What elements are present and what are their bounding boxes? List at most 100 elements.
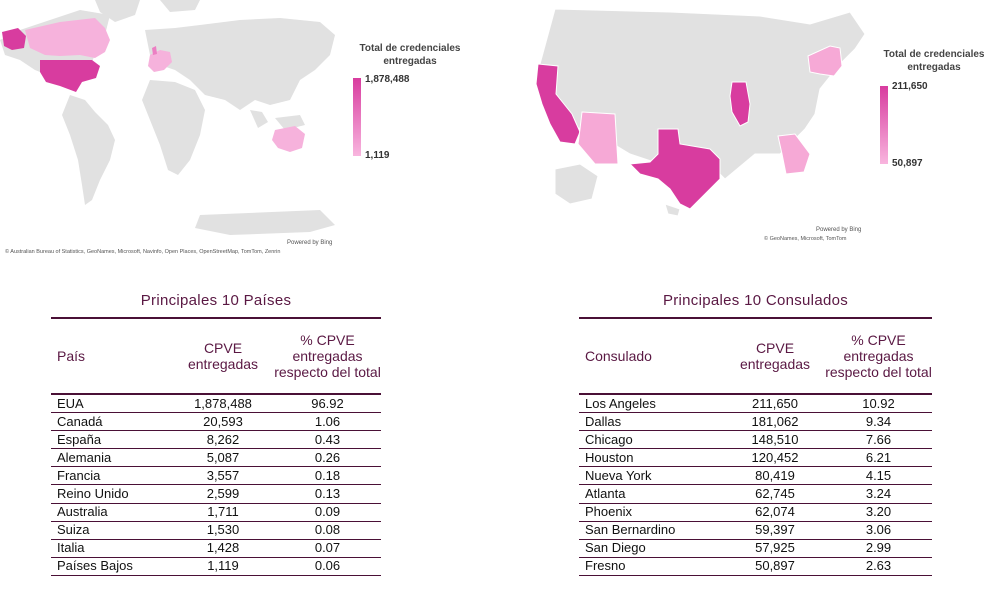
world-map (0, 0, 335, 235)
countries-cell-pct: 96.92 (274, 394, 381, 414)
countries-table-block: Principales 10 Países País CPVE entregad… (51, 292, 381, 576)
consulates-cell-cpve: 59,397 (725, 521, 825, 540)
countries-cell-name: Reino Unido (51, 484, 172, 504)
world-credits: © Australian Bureau of Statistics, GeoNa… (5, 249, 281, 255)
world-legend: Total de credenciales entregadas 1,878,4… (340, 42, 480, 161)
us-powered-by: Powered by Bing (816, 227, 862, 233)
consulates-table-title: Principales 10 Consulados (662, 292, 849, 309)
consulates-cell-name: Los Angeles (579, 394, 725, 414)
countries-cell-cpve: 1,428 (172, 539, 274, 558)
us-legend-bar (880, 86, 888, 164)
countries-row: Francia 3,557 0.18 (51, 466, 381, 486)
world-legend-min: 1,119 (365, 150, 390, 161)
region-alaska (2, 28, 26, 50)
countries-cell-name: Francia (51, 466, 172, 486)
region-canada (25, 18, 110, 58)
consulates-cell-name: Fresno (579, 557, 725, 576)
countries-cell-pct: 0.18 (274, 466, 381, 486)
countries-row: Italia 1,428 0.07 (51, 539, 381, 558)
countries-table-body: EUA 1,878,488 96.92 Canadá 20,593 1.06 España 8… (51, 394, 381, 576)
consulates-row: Fresno 50,897 2.63 (579, 557, 932, 576)
countries-row: Australia 1,711 0.09 (51, 503, 381, 522)
consulates-cell-cpve: 57,925 (725, 539, 825, 558)
countries-cell-cpve: 2,599 (172, 484, 274, 504)
countries-row: Reino Unido 2,599 0.13 (51, 484, 381, 504)
consulates-cell-pct: 3.06 (825, 521, 932, 540)
countries-cell-name: Alemania (51, 448, 172, 468)
consulates-cell-pct: 2.63 (825, 557, 932, 576)
countries-cell-name: Italia (51, 539, 172, 558)
us-credits: © GeoNames, Microsoft, TomTom (764, 236, 847, 242)
consulates-cell-pct: 10.92 (825, 394, 932, 414)
countries-row: España 8,262 0.43 (51, 430, 381, 450)
consulates-cell-pct: 2.99 (825, 539, 932, 558)
consulates-row: Nueva York 80,419 4.15 (579, 466, 932, 486)
us-map-panel: Total de credenciales entregadas 211,650… (500, 0, 998, 250)
state-illinois (729, 81, 751, 127)
countries-row: Suiza 1,530 0.08 (51, 521, 381, 540)
consulates-header-cpve: CPVE entregadas (739, 340, 811, 372)
countries-cell-name: Suiza (51, 521, 172, 540)
consulates-row: Chicago 148,510 7.66 (579, 430, 932, 450)
countries-cell-cpve: 1,119 (172, 557, 274, 576)
consulates-cell-name: San Bernardino (579, 521, 725, 540)
consulates-cell-name: Phoenix (579, 503, 725, 522)
state-arizona (577, 111, 619, 165)
countries-cell-name: Australia (51, 503, 172, 522)
state-new-york (807, 45, 843, 77)
consulates-table-header-row: Consulado CPVE entregadas % CPVE entrega… (579, 318, 932, 394)
countries-row: Países Bajos 1,119 0.06 (51, 557, 381, 576)
consulates-cell-pct: 4.15 (825, 466, 932, 486)
countries-row: Alemania 5,087 0.26 (51, 448, 381, 468)
state-texas (628, 128, 721, 210)
consulates-row: Atlanta 62,745 3.24 (579, 484, 932, 504)
consulates-cell-cpve: 148,510 (725, 430, 825, 450)
countries-header-pct: % CPVE entregadas respecto del total (274, 332, 381, 380)
countries-header-cpve: CPVE entregadas (187, 340, 259, 372)
countries-cell-pct: 0.06 (274, 557, 381, 576)
consulates-cell-pct: 6.21 (825, 448, 932, 468)
consulates-cell-name: Houston (579, 448, 725, 468)
countries-cell-cpve: 3,557 (172, 466, 274, 486)
consulates-cell-cpve: 120,452 (725, 448, 825, 468)
consulates-cell-cpve: 50,897 (725, 557, 825, 576)
consulates-table-body: Los Angeles 211,650 10.92 Dallas 181,062 9.34… (579, 394, 932, 576)
consulates-header-pct: % CPVE entregadas respecto del total (825, 332, 932, 380)
countries-cell-name: Canadá (51, 412, 172, 432)
countries-cell-cpve: 1,878,488 (172, 394, 274, 414)
us-legend-title: Total de credenciales entregadas (883, 49, 985, 73)
consulates-row: Phoenix 62,074 3.20 (579, 503, 932, 522)
consulates-cell-pct: 9.34 (825, 412, 932, 432)
countries-cell-pct: 0.07 (274, 539, 381, 558)
consulates-cell-name: Dallas (579, 412, 725, 432)
countries-row: Canadá 20,593 1.06 (51, 412, 381, 432)
consulates-cell-cpve: 62,074 (725, 503, 825, 522)
countries-cell-cpve: 1,711 (172, 503, 274, 522)
countries-header-country: País (57, 348, 86, 364)
world-legend-title: Total de credenciales entregadas (359, 43, 461, 67)
countries-cell-name: España (51, 430, 172, 450)
state-georgia (777, 133, 811, 175)
countries-cell-cpve: 5,087 (172, 448, 274, 468)
consulates-table: Consulado CPVE entregadas % CPVE entrega… (579, 317, 932, 576)
consulates-cell-pct: 3.24 (825, 484, 932, 504)
world-map-panel: Total de credenciales entregadas 1,878,4… (0, 0, 480, 262)
countries-cell-pct: 0.13 (274, 484, 381, 504)
us-legend: Total de credenciales entregadas 211,650… (870, 48, 998, 169)
countries-cell-pct: 0.26 (274, 448, 381, 468)
consulates-cell-cpve: 211,650 (725, 394, 825, 414)
us-map (535, 8, 866, 217)
consulates-cell-cpve: 181,062 (725, 412, 825, 432)
consulates-cell-cpve: 80,419 (725, 466, 825, 486)
world-legend-max: 1,878,488 (365, 74, 410, 85)
consulates-row: San Diego 57,925 2.99 (579, 539, 932, 558)
countries-cell-name: EUA (51, 394, 172, 414)
consulates-row: Los Angeles 211,650 10.92 (579, 394, 932, 414)
world-land (0, 0, 335, 235)
region-australia (272, 126, 305, 152)
countries-cell-name: Países Bajos (51, 557, 172, 576)
consulates-cell-name: Chicago (579, 430, 725, 450)
world-powered-by: Powered by Bing (287, 240, 333, 246)
countries-cell-cpve: 1,530 (172, 521, 274, 540)
countries-row: EUA 1,878,488 96.92 (51, 394, 381, 414)
